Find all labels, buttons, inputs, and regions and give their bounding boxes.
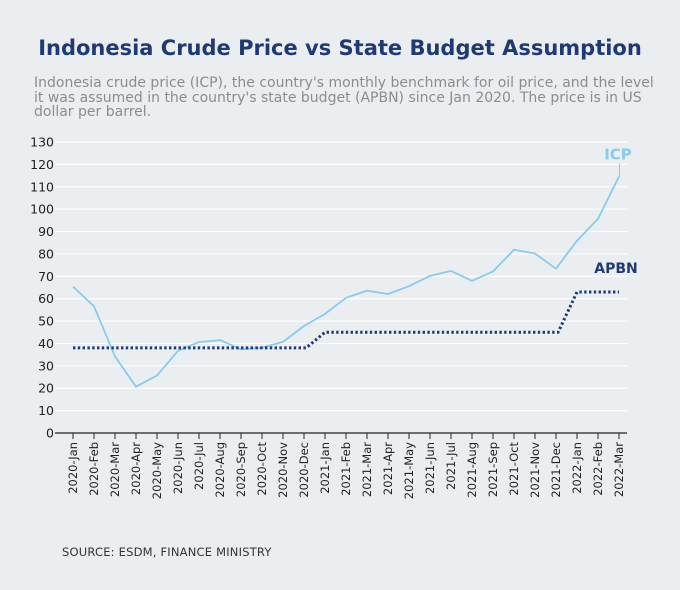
y-tick-label: 90 [38,224,54,239]
y-tick-label: 0 [46,426,54,441]
x-tick-label: 2021-Aug [465,442,479,498]
y-tick-label: 10 [38,403,54,418]
x-tick-label: 2020-Jun [171,442,185,494]
y-tick-label: 50 [38,314,54,329]
x-tick-label: 2021-Jun [423,442,437,494]
x-tick-label: 2020-Sep [234,442,248,497]
x-tick-label: 2021-Sep [486,442,500,497]
y-tick-label: 40 [38,336,54,351]
x-tick-label: 2020-May [150,442,164,499]
y-tick-label: 60 [38,291,54,306]
gridlines [55,141,627,412]
y-axis-ticks: 0 10 20 30 40 50 60 70 80 90 100 110 120 130 [30,135,54,441]
x-tick-label: 2022-Jan [570,442,584,494]
chart-subtitle: Indonesia crude price (ICP), the country… [34,75,654,120]
x-tick-label: 2020-Jul [192,442,206,490]
y-tick-label: 30 [38,358,54,373]
y-tick-label: 100 [30,202,54,217]
source-note: SOURCE: ESDM, FINANCE MINISTRY [62,545,272,559]
x-tick-label: 2020-Apr [129,442,143,495]
icp-series-label: ICP [604,145,632,163]
x-tick-label: 2020-Dec [297,442,311,498]
x-axis-ticks: 2020-Jan 2020-Feb 2020-Mar 2020-Apr 2020-May… [66,433,626,499]
apbn-series-line [73,290,619,350]
y-tick-label: 70 [38,269,54,284]
x-tick-label: 2021-Oct [507,442,521,496]
x-tick-label: 2020-Jan [66,442,80,494]
chart-title: Indonesia Crude Price vs State Budget As… [38,36,642,60]
x-tick-label: 2021-Jan [318,442,332,494]
series-lines [72,176,620,388]
apbn-series-label: APBN [594,261,637,277]
icp-series-line [72,176,620,388]
y-tick-label: 20 [38,381,54,396]
x-tick-label: 2021-Jul [444,442,458,490]
x-tick-label: 2021-Dec [549,442,563,498]
y-tick-label: 130 [30,135,54,150]
x-tick-label: 2022-Mar [612,442,626,497]
x-tick-label: 2022-Feb [591,442,605,496]
y-tick-label: 80 [38,246,54,261]
x-tick-label: 2021-Apr [381,442,395,495]
x-tick-label: 2020-Feb [87,442,101,496]
x-tick-label: 2020-Nov [276,442,290,498]
x-tick-label: 2021-Nov [528,442,542,498]
x-tick-label: 2020-Oct [255,442,269,496]
y-tick-label: 110 [30,179,54,194]
y-tick-label: 120 [30,157,54,172]
x-tick-label: 2021-May [402,442,416,499]
x-tick-label: 2021-Mar [360,442,374,497]
x-tick-label: 2020-Aug [213,442,227,498]
series-labels: ICP APBN [594,145,637,277]
x-tick-label: 2020-Mar [108,442,122,497]
x-tick-label: 2021-Feb [339,442,353,496]
